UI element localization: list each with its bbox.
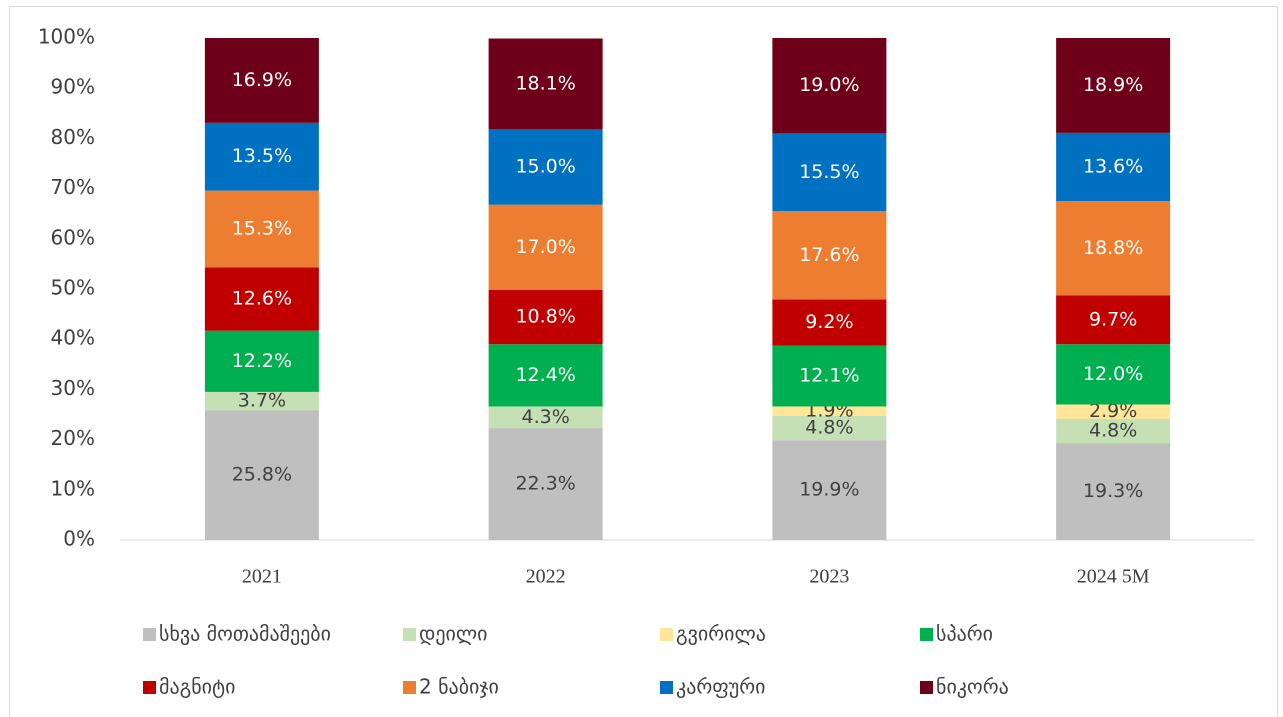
bar-segment [1056,201,1171,296]
bar-segment [488,428,603,540]
value-label: 19.9% [799,479,859,501]
y-tick-label: 100% [38,25,95,49]
bar-segment [204,122,319,191]
bar-segment [488,406,603,429]
y-tick-label: 40% [51,326,95,350]
bar-segment [1056,132,1171,202]
legend-label: კარფური [676,675,766,699]
value-label: 12.1% [799,365,859,387]
value-label: 4.8% [805,417,853,439]
bar-segment [1056,344,1171,405]
bar-segment [772,211,887,300]
value-label: 10.8% [515,306,575,328]
value-label: 19.0% [799,74,859,96]
value-label: 19.3% [1083,480,1143,502]
legend-label: გვირილა [676,622,766,646]
y-tick-label: 60% [51,225,95,249]
bar-segment [204,391,319,411]
y-tick-label: 30% [51,376,95,400]
value-label: 4.8% [1089,420,1137,442]
legend-label: სხვა მოთამაშეები [159,622,331,646]
value-label: 3.7% [238,390,286,412]
legend-label: მაგნიტი [159,675,235,699]
legend-label: 2 ნაბიჯი [419,675,499,699]
x-tick-label: 2023 [809,566,849,588]
bar-segment [772,416,887,441]
bar-segment [1056,443,1171,540]
bar-segment [488,38,603,130]
y-tick-label: 10% [51,476,95,500]
bar-segment [204,410,319,540]
legend-swatch [403,681,416,694]
bar-segment [204,190,319,268]
bar-segment [204,267,319,331]
y-tick-label: 90% [51,75,95,99]
value-label: 12.4% [515,364,575,386]
bar-segment [1056,295,1171,345]
bar-segment [204,330,319,392]
y-tick-label: 0% [63,527,95,551]
legend-swatch [920,681,933,694]
bar-segment [772,133,887,212]
value-label: 13.6% [1083,156,1143,178]
value-label: 18.8% [1083,237,1143,259]
value-label: 12.0% [1083,363,1143,385]
bar-segment [772,38,887,134]
bar-segment [488,204,603,291]
bar-segment [204,38,319,123]
bar-segment [772,440,887,540]
bar-segment [1056,404,1171,420]
value-label: 15.5% [799,161,859,183]
value-label: 18.1% [515,72,575,94]
legend-swatch [660,681,673,694]
x-tick-label: 2021 [242,566,282,588]
value-label: 25.8% [232,464,292,486]
legend-label: ნიკორა [936,675,1009,699]
y-tick-label: 80% [51,125,95,149]
legend-label: სპარი [936,622,993,646]
y-tick-label: 50% [51,276,95,300]
legend-swatch [143,681,156,694]
value-label: 12.2% [232,350,292,372]
value-label: 15.0% [515,156,575,178]
value-label: 2.9% [1089,400,1137,422]
x-tick-label: 2024 5M [1077,566,1150,588]
legend-label: დეილი [419,622,488,646]
value-label: 9.2% [805,311,853,333]
value-label: 18.9% [1083,74,1143,96]
y-tick-label: 20% [51,426,95,450]
value-label: 12.6% [232,288,292,310]
value-label: 15.3% [232,218,292,240]
y-tick-label: 70% [51,175,95,199]
bar-segment [1056,38,1171,133]
value-label: 13.5% [232,145,292,167]
value-label: 4.3% [521,406,569,428]
value-label: 17.6% [799,244,859,266]
bar-segment [772,345,887,407]
value-label: 9.7% [1089,308,1137,330]
value-label: 16.9% [232,69,292,91]
value-label: 17.0% [515,236,575,258]
bar-segment [488,290,603,345]
legend-swatch [920,628,933,641]
bar-segment [772,299,887,346]
legend-swatch [143,628,156,641]
chart-border [9,6,1278,717]
bar-segment [1056,419,1171,444]
bar-segment [772,406,887,417]
bar-segment [488,344,603,407]
legend-swatch [403,628,416,641]
value-label: 22.3% [515,473,575,495]
x-tick-label: 2022 [526,566,566,588]
legend-swatch [660,628,673,641]
bar-segment [488,129,603,205]
